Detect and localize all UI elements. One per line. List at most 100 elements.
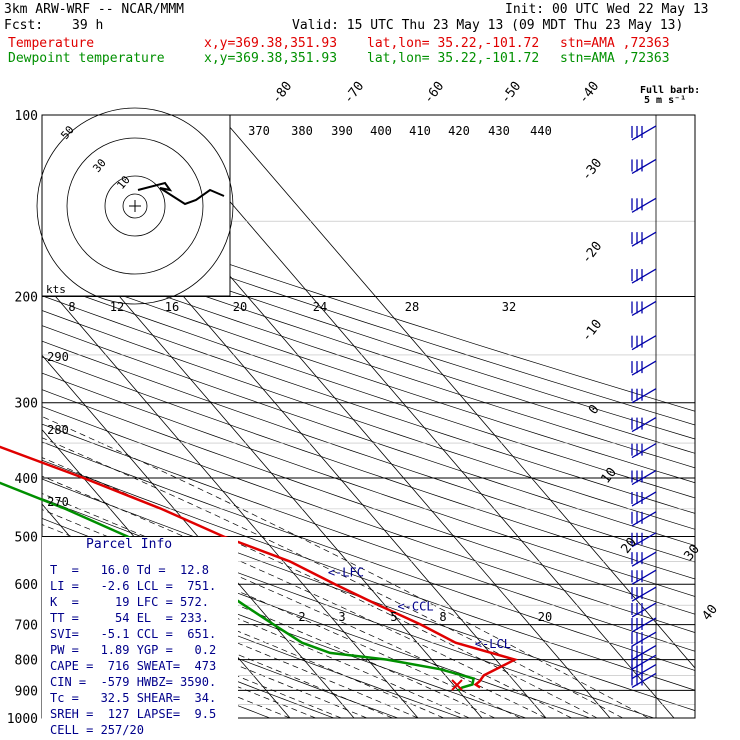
isotherm-line (42, 354, 355, 718)
legend-dewpoint-stn: stn=AMA ,72363 (560, 51, 670, 66)
mixing-ratio-label: 2 (298, 610, 305, 624)
mixing-ratio-label: 3 (338, 610, 345, 624)
wind-barb (631, 417, 657, 433)
mixing-ratio-label: 8 (68, 300, 75, 314)
isotherm-label: -70 (341, 79, 367, 107)
mixing-ratio-label: 5 (390, 610, 397, 624)
wind-barb (631, 672, 657, 689)
wind-barb (631, 511, 657, 527)
legend-dewpoint-xy: x,y=369.38,351.93 (204, 51, 338, 66)
legend-dewpoint-latlon: lat,lon= 35.22,-101.72 (367, 51, 540, 66)
hodograph-units: kts (46, 283, 66, 296)
parcel-row: TT = 54 EL = 233. (50, 611, 209, 625)
isotherm-line (219, 115, 695, 669)
theta-label: 280 (47, 423, 69, 437)
wind-barb (631, 360, 657, 376)
level-marker-label: <-CCL (397, 600, 433, 614)
mixing-ratio-label: 28 (405, 300, 419, 314)
isotherm-label: 10 (599, 465, 620, 487)
parcel-row: CAPE = 716 SWEAT= 473 (50, 659, 217, 673)
pressure-tick-label: 800 (15, 654, 38, 669)
wind-barb (631, 551, 657, 567)
parcel-row: PW = 1.89 YGP = 0.2 (50, 643, 217, 657)
legend-temperature-latlon: lat,lon= 35.22,-101.72 (367, 36, 540, 51)
wind-barb (631, 388, 657, 404)
mixing-ratio-label: 8 (439, 610, 446, 624)
mixing-ratio-label: 16 (165, 300, 179, 314)
isotherm-label: -40 (576, 79, 602, 107)
theta-label: 270 (47, 495, 69, 509)
isotherm-label: 0 (586, 402, 603, 417)
init-time: Init: 00 UTC Wed 22 May 13 (505, 2, 709, 17)
wind-barb (631, 469, 657, 486)
isotherm-label: -20 (579, 239, 605, 267)
theta-label: 400 (370, 124, 392, 138)
parcel-row: SREH = 127 LAPSE= 9.5 (50, 707, 217, 721)
pressure-tick-label: 900 (15, 684, 38, 699)
level-marker-label: <-LCL (475, 637, 511, 651)
isotherm-label: -80 (269, 79, 295, 107)
level-marker-label: <-LFC (328, 566, 364, 580)
mixing-ratio-label: 24 (313, 300, 327, 314)
isotherm-line (155, 115, 675, 718)
pressure-tick-label: 500 (15, 530, 38, 545)
wind-barb (631, 268, 657, 284)
forecast-label: Fcst: (4, 18, 44, 33)
pressure-tick-label: 300 (15, 397, 38, 412)
wind-barb (631, 617, 657, 633)
parcel-row: CELL = 257/20 (50, 723, 144, 737)
parcel-row: Tc = 32.5 SHEAR= 34. (50, 691, 217, 705)
barb-note-line1: Full barb: (640, 85, 701, 96)
theta-label: 370 (248, 124, 270, 138)
mixing-ratio-label: 32 (502, 300, 516, 314)
isotherm-label: -30 (579, 156, 605, 184)
pressure-tick-label: 700 (15, 619, 38, 634)
parcel-row: SVI= -5.1 CCL = 651. (50, 627, 217, 641)
wind-barb (631, 602, 657, 618)
legend-dewpoint-name: Dewpoint temperature (8, 51, 165, 66)
wind-barb (631, 569, 657, 585)
parcel-info-title: Parcel Info (86, 537, 173, 552)
hodograph-ring (104, 175, 166, 237)
pressure-tick-label: 400 (15, 472, 38, 487)
legend-temperature-stn: stn=AMA ,72363 (560, 36, 670, 51)
theta-label: 390 (331, 124, 353, 138)
isotherm-label: 40 (700, 602, 721, 624)
forecast-hours: 39 h (72, 18, 104, 33)
hodograph-ring (36, 107, 234, 305)
wind-barb (631, 532, 657, 548)
theta-label: 440 (530, 124, 552, 138)
parcel-row: T = 16.0 Td = 12.8 (50, 563, 209, 577)
hodograph-ring (66, 137, 204, 275)
theta-label: 380 (291, 124, 313, 138)
model-title: 3km ARW-WRF -- NCAR/MMM (4, 2, 185, 17)
valid-time: Valid: 15 UTC Thu 23 May 13 (09 MDT Thu … (292, 18, 684, 33)
pressure-tick-label: 100 (15, 109, 38, 124)
legend-temperature-name: Temperature (8, 36, 95, 51)
theta-label: 430 (488, 124, 510, 138)
mixing-ratio-label: 20 (233, 300, 247, 314)
wind-barb (631, 300, 657, 317)
pressure-tick-label: 600 (15, 578, 38, 593)
parcel-row: K = 19 LFC = 572. (50, 595, 209, 609)
parcel-row: LI = -2.6 LCL = 751. (50, 579, 217, 593)
temperature-line (0, 445, 519, 689)
wind-barb (631, 491, 657, 507)
legend-temperature-xy: x,y=369.38,351.93 (204, 36, 338, 51)
theta-label: 290 (47, 350, 69, 364)
pressure-tick-label: 200 (15, 291, 38, 306)
moist-adiabat (42, 596, 342, 718)
moist-adiabat (42, 550, 444, 718)
wind-barb (631, 631, 657, 647)
plot-frame (41, 114, 696, 719)
moist-adiabat (42, 416, 649, 718)
wind-barbs (631, 115, 657, 718)
wind-barb (631, 125, 657, 141)
isotherm-label: -10 (579, 317, 605, 345)
isotherm-label: 30 (682, 542, 703, 564)
mixing-ratio-label: 12 (110, 300, 124, 314)
isotherm-label: -50 (498, 79, 524, 107)
